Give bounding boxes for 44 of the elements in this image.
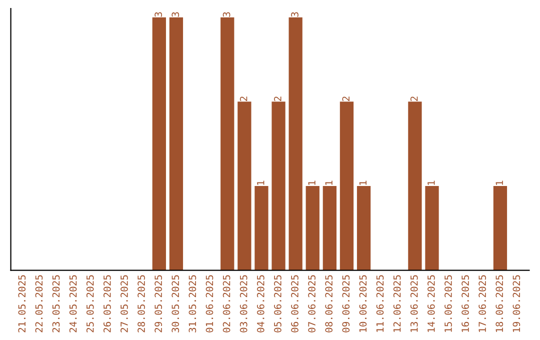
x-tick-label: 10.06.2025 (359, 275, 367, 332)
x-tick-label: 22.05.2025 (35, 275, 43, 332)
x-tick-label: 17.06.2025 (478, 275, 486, 332)
x-tick-label: 12.06.2025 (393, 275, 401, 332)
data-label: 1 (496, 180, 503, 185)
x-tick-label: 23.05.2025 (52, 275, 60, 332)
x-tick-label: 13.06.2025 (410, 275, 418, 332)
data-label: 3 (291, 12, 298, 17)
x-tick-label: 01.06.2025 (206, 275, 214, 332)
x-tick-label: 30.05.2025 (172, 275, 180, 332)
x-tick-label: 19.06.2025 (512, 275, 520, 332)
x-tick-label: 31.05.2025 (188, 275, 196, 332)
data-label: 2 (342, 96, 350, 101)
data-label: 1 (359, 180, 366, 185)
x-tick-label: 09.06.2025 (342, 275, 350, 332)
x-tick-label: 15.06.2025 (444, 275, 452, 332)
data-label: 1 (308, 180, 316, 185)
x-tick-label: 07.06.2025 (308, 275, 316, 332)
x-tick-label: 26.05.2025 (103, 275, 111, 332)
x-tick-label: 28.05.2025 (138, 275, 145, 332)
x-tick-label: 08.06.2025 (325, 275, 333, 332)
data-label: 1 (325, 180, 332, 185)
data-label: 2 (240, 96, 248, 101)
data-label: 3 (154, 12, 162, 17)
x-tick-label: 03.06.2025 (240, 275, 248, 332)
data-label: 3 (222, 12, 230, 17)
x-tick-label: 14.06.2025 (427, 275, 435, 332)
x-tick-label: 27.05.2025 (120, 275, 128, 332)
data-label: 3 (172, 12, 180, 17)
x-tick-label: 05.06.2025 (274, 275, 282, 332)
x-tick-label: 25.05.2025 (86, 275, 94, 332)
x-tick-label: 16.06.2025 (462, 275, 469, 332)
x-tick-label: 06.06.2025 (291, 275, 298, 332)
data-label: 2 (410, 96, 418, 101)
x-tick-label: 18.06.2025 (496, 275, 504, 332)
x-tick-label: 04.06.2025 (256, 275, 264, 332)
x-tick-label: 21.05.2025 (18, 275, 26, 332)
data-label: 1 (257, 180, 264, 185)
x-tick-label: 11.06.2025 (376, 275, 384, 332)
x-tick-label: 29.05.2025 (154, 275, 162, 332)
x-tick-label: 02.06.2025 (222, 275, 230, 332)
data-label: 1 (428, 180, 435, 185)
x-tick-label: 24.05.2025 (69, 275, 77, 332)
data-label: 2 (274, 96, 282, 101)
